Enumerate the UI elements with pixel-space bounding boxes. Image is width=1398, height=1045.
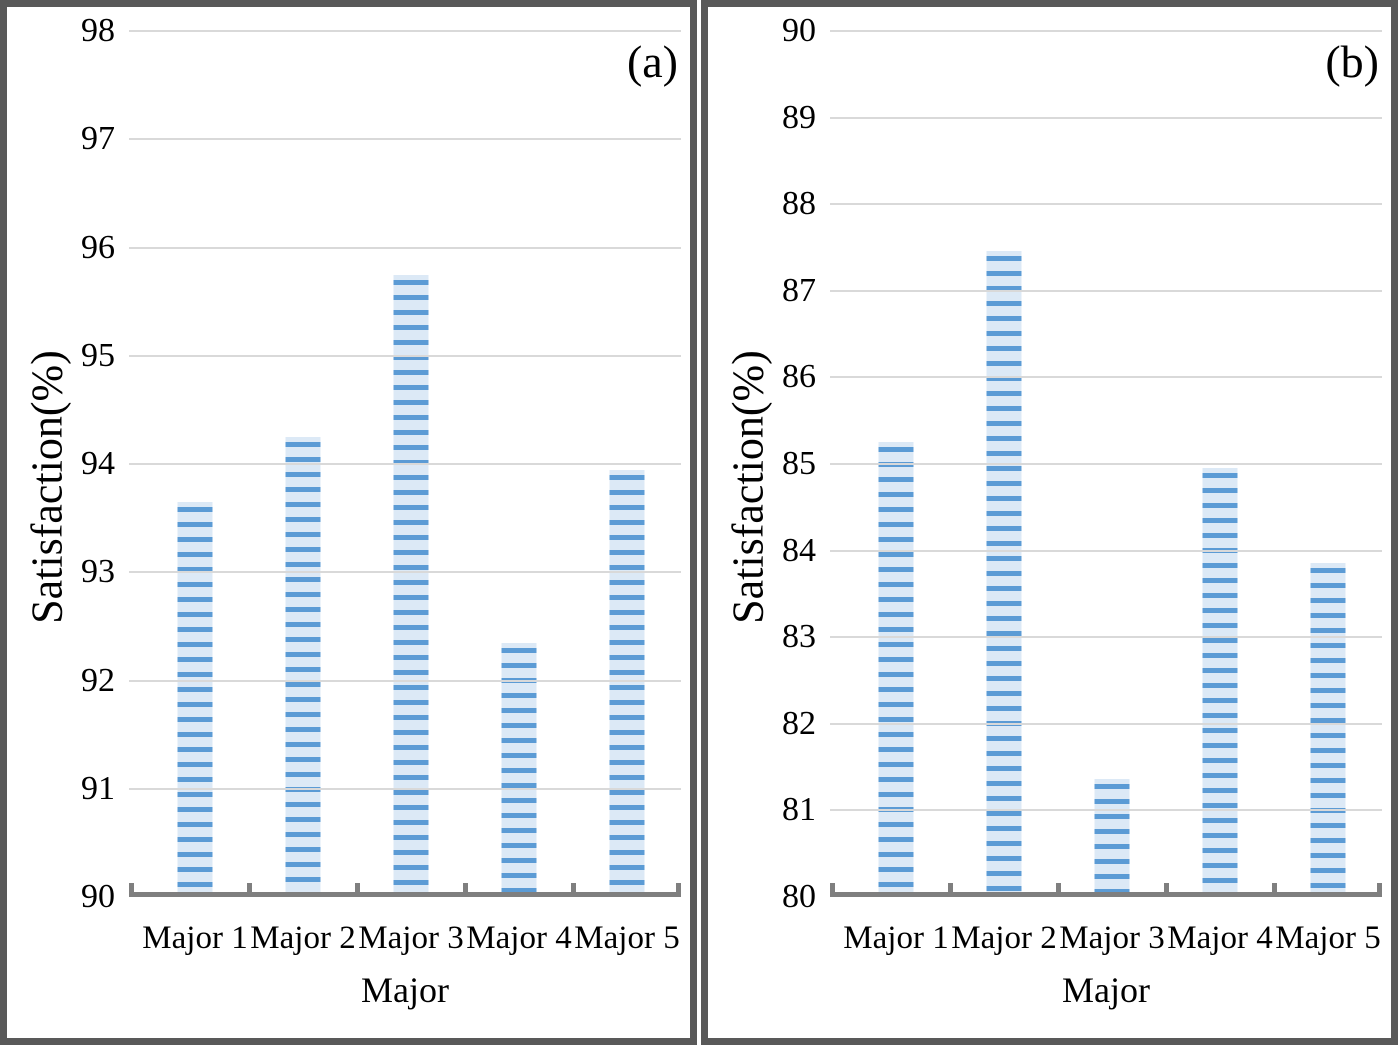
x-tick-labels: Major 1 Major 2 Major 3 Major 4 Major 5 — [842, 915, 1382, 961]
gridline-81 — [830, 809, 1382, 812]
x-axis-tick — [1163, 883, 1169, 892]
gridline-84 — [830, 549, 1382, 552]
x-tick-label-5: Major 5 — [574, 920, 680, 956]
bar-slot-3 — [1058, 31, 1166, 892]
bar-major-4 — [1202, 468, 1238, 892]
y-tick-label-90: 90 — [81, 878, 115, 915]
x-axis-tick — [1055, 883, 1061, 892]
y-tick-label-88: 88 — [782, 185, 816, 223]
gridline-86 — [830, 376, 1382, 379]
y-tick-label-90: 90 — [782, 12, 816, 49]
y-tick-label-82: 82 — [782, 704, 816, 742]
x-tick-label-1: Major 1 — [142, 920, 248, 956]
bar-major-5 — [1310, 563, 1346, 892]
x-tick-label-1: Major 1 — [843, 920, 949, 956]
x-tick-label-2: Major 2 — [951, 920, 1057, 956]
gridline-95 — [129, 354, 681, 357]
gridline-83 — [830, 636, 1382, 639]
x-tick-label-2: Major 2 — [250, 920, 356, 956]
x-axis-title: Major — [1062, 970, 1150, 1010]
panel-b: Satisfaction(%) (b) Major 1 Major 2 Major … — [701, 0, 1398, 1045]
bar-slot-5 — [573, 31, 681, 892]
x-axis-tick — [1377, 883, 1382, 892]
x-axis-tick — [947, 883, 953, 892]
y-tick-label-91: 91 — [81, 769, 115, 807]
gridline-93 — [129, 571, 681, 574]
bar-slot-5 — [1274, 31, 1382, 892]
x-axis-tick — [354, 883, 360, 892]
y-tick-label-94: 94 — [81, 445, 115, 482]
gridline-87 — [830, 289, 1382, 292]
gridline-85 — [830, 463, 1382, 465]
bars-container — [141, 31, 681, 892]
bar-major-4 — [501, 643, 537, 892]
y-tick-label-83: 83 — [782, 618, 816, 656]
x-tick-label-3: Major 3 — [1059, 920, 1165, 956]
bar-slot-2 — [249, 31, 357, 892]
x-tick-label-3: Major 3 — [358, 920, 464, 956]
bar-slot-1 — [842, 31, 950, 892]
bar-major-3 — [393, 275, 429, 892]
gridline-97 — [129, 138, 681, 141]
gridline-96 — [129, 246, 681, 249]
y-tick-label-92: 92 — [81, 661, 115, 699]
gridline-89 — [830, 116, 1382, 119]
y-tick-label-95: 95 — [81, 336, 115, 374]
gridline-98 — [129, 30, 681, 32]
bar-slot-3 — [357, 31, 465, 892]
bar-major-1 — [177, 502, 213, 892]
x-axis-tick — [570, 883, 576, 892]
panel-annotation: (b) — [1325, 36, 1379, 87]
y-tick-label-96: 96 — [81, 228, 115, 266]
bar-major-1 — [878, 442, 914, 892]
x-tick-label-4: Major 4 — [1167, 920, 1273, 956]
gridline-94 — [129, 463, 681, 465]
bar-slot-4 — [1166, 31, 1274, 892]
gridline-88 — [830, 203, 1382, 206]
y-tick-label-86: 86 — [782, 358, 816, 396]
y-tick-label-80: 80 — [782, 878, 816, 915]
x-axis-tick — [1271, 883, 1277, 892]
panel-annotation: (a) — [626, 36, 678, 87]
y-tick-label-98: 98 — [81, 12, 115, 49]
gridline-90 — [830, 30, 1382, 32]
y-tick-label-89: 89 — [782, 98, 816, 136]
bar-major-3 — [1094, 779, 1130, 892]
x-axis-tick — [462, 883, 468, 892]
panel-a: Satisfaction(%) (a) Major 1 Major 2 Major … — [0, 0, 697, 1045]
y-tick-label-97: 97 — [81, 120, 115, 158]
plot-area — [830, 30, 1382, 897]
x-tick-label-4: Major 4 — [466, 920, 572, 956]
x-axis-title: Major — [361, 970, 449, 1010]
x-axis-tick — [246, 883, 252, 892]
x-tick-label-5: Major 5 — [1275, 920, 1381, 956]
x-axis-tick — [676, 883, 681, 892]
bar-slot-1 — [141, 31, 249, 892]
bars-container — [842, 31, 1382, 892]
y-tick-label-85: 85 — [782, 445, 816, 482]
x-axis-tick — [830, 883, 835, 892]
y-tick-label-84: 84 — [782, 531, 816, 569]
y-tick-label-93: 93 — [81, 553, 115, 591]
bar-slot-4 — [465, 31, 573, 892]
gridline-92 — [129, 679, 681, 682]
x-axis-tick — [129, 883, 134, 892]
y-tick-label-87: 87 — [782, 271, 816, 309]
x-tick-labels: Major 1 Major 2 Major 3 Major 4 Major 5 — [141, 915, 681, 961]
y-tick-label-81: 81 — [782, 791, 816, 829]
bar-major-2 — [285, 437, 321, 892]
plot-area — [129, 30, 681, 897]
gridline-91 — [129, 787, 681, 790]
gridline-82 — [830, 722, 1382, 725]
bar-major-2 — [986, 251, 1022, 892]
bar-slot-2 — [950, 31, 1058, 892]
